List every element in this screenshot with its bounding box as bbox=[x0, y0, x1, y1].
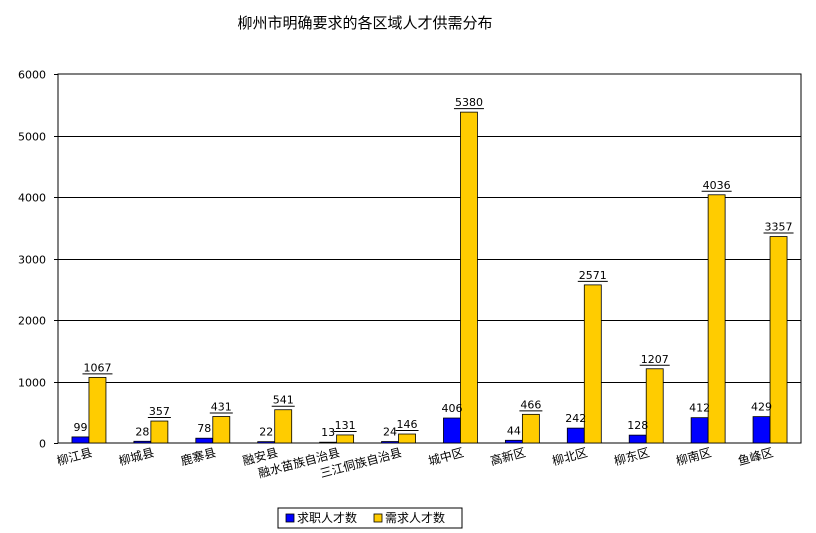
bar-jobseekers bbox=[690, 417, 709, 444]
data-label-jobseekers: 99 bbox=[73, 421, 87, 434]
bar-demand bbox=[645, 368, 664, 444]
bar-jobseekers bbox=[381, 441, 399, 444]
chart-title: 柳州市明确要求的各区域人才供需分布 bbox=[237, 14, 492, 32]
bar-jobseekers bbox=[195, 437, 214, 444]
category-label: 柳江县 bbox=[55, 445, 93, 468]
legend-swatch bbox=[373, 513, 383, 523]
bar-demand bbox=[707, 194, 726, 444]
bar-demand bbox=[336, 434, 355, 444]
bar-demand bbox=[521, 413, 540, 444]
bar-demand bbox=[583, 284, 602, 444]
data-label-jobseekers: 128 bbox=[627, 419, 648, 432]
bar-jobseekers bbox=[71, 436, 90, 444]
y-tick-label: 0 bbox=[39, 438, 46, 451]
plot-area bbox=[57, 73, 802, 444]
bar-demand bbox=[398, 433, 416, 444]
data-label-jobseekers: 78 bbox=[197, 422, 211, 435]
data-label-demand: 131 bbox=[335, 419, 356, 432]
legend-swatch bbox=[285, 513, 295, 523]
legend-label: 需求人才数 bbox=[385, 510, 445, 525]
category-label: 柳城县 bbox=[117, 445, 155, 468]
data-label-demand: 431 bbox=[211, 400, 232, 413]
data-label-jobseekers: 44 bbox=[507, 424, 521, 437]
data-label-jobseekers: 242 bbox=[565, 412, 586, 425]
data-label-demand: 3357 bbox=[765, 221, 793, 234]
y-tick-label: 5000 bbox=[18, 131, 46, 144]
data-label-jobseekers: 406 bbox=[441, 402, 462, 415]
data-label-jobseekers: 13 bbox=[321, 426, 335, 439]
data-label-demand: 357 bbox=[149, 405, 170, 418]
y-tick-label: 4000 bbox=[18, 192, 46, 205]
data-label-demand: 1067 bbox=[83, 361, 111, 374]
data-label-jobseekers: 412 bbox=[689, 402, 710, 415]
category-label: 柳南区 bbox=[674, 444, 713, 468]
gridlines bbox=[57, 73, 802, 444]
y-tick-label: 3000 bbox=[18, 254, 46, 267]
bar-demand bbox=[88, 376, 107, 444]
bar-jobseekers bbox=[319, 441, 338, 444]
data-label-demand: 4036 bbox=[703, 179, 731, 192]
bar-demand bbox=[274, 409, 293, 444]
data-label-demand: 541 bbox=[273, 394, 294, 407]
category-label: 高新区 bbox=[488, 444, 527, 468]
bar-jobseekers bbox=[628, 434, 647, 444]
data-label-jobseekers: 24 bbox=[383, 426, 397, 439]
data-label-demand: 2571 bbox=[579, 269, 607, 282]
bar-jobseekers bbox=[257, 441, 276, 444]
category-label: 鱼峰区 bbox=[736, 445, 774, 468]
bar-jobseekers bbox=[566, 427, 585, 444]
y-tick-label: 1000 bbox=[18, 377, 46, 390]
bar-jobseekers bbox=[504, 439, 523, 444]
data-label-demand: 1207 bbox=[641, 353, 669, 366]
bar-demand bbox=[460, 111, 478, 444]
bar-jobseekers bbox=[752, 416, 771, 444]
bar-jobseekers bbox=[443, 417, 461, 444]
category-label: 柳北区 bbox=[551, 445, 589, 468]
data-label-jobseekers: 22 bbox=[259, 426, 273, 439]
y-axis: 0 1000 2000 3000 4000 5000 6000 bbox=[18, 69, 58, 451]
y-tick-label: 2000 bbox=[18, 315, 46, 328]
data-label-demand: 146 bbox=[397, 418, 418, 431]
y-tick-label: 6000 bbox=[18, 69, 46, 82]
legend-box bbox=[277, 507, 463, 529]
bar-demand bbox=[150, 420, 169, 444]
bar-demand bbox=[212, 416, 231, 444]
category-label: 柳东区 bbox=[613, 445, 651, 468]
legend: 求职人才数 需求人才数 bbox=[277, 507, 463, 529]
data-label-demand: 5380 bbox=[455, 96, 483, 109]
bar-jobseekers bbox=[133, 440, 152, 444]
category-label: 城中区 bbox=[427, 444, 466, 468]
bar-demand bbox=[769, 236, 788, 444]
data-label-jobseekers: 28 bbox=[135, 425, 149, 438]
category-label: 鹿寨县 bbox=[179, 444, 218, 468]
data-label-demand: 466 bbox=[520, 398, 541, 411]
bars bbox=[71, 111, 788, 444]
data-label-jobseekers: 429 bbox=[751, 401, 772, 414]
legend-label: 求职人才数 bbox=[297, 510, 357, 525]
